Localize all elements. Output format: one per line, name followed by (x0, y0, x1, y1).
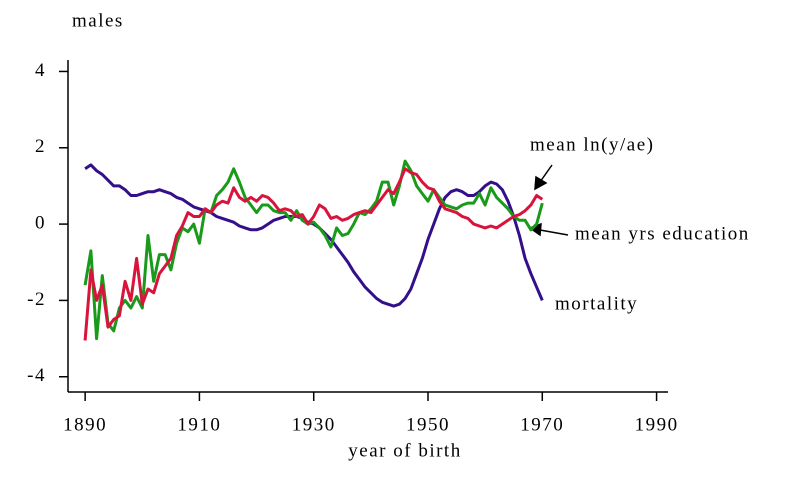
series-line (83, 159, 544, 341)
y-tick-label: 4 (35, 60, 46, 81)
series-label: mortality (555, 293, 638, 314)
x-tick-label: 1950 (406, 414, 450, 435)
x-tick-label: 1990 (635, 414, 679, 435)
series-line (84, 163, 544, 308)
x-tick-label: 1890 (63, 414, 107, 435)
x-axis-label: year of birth (348, 440, 461, 461)
x-tick-label: 1970 (520, 414, 564, 435)
series-label: mean yrs education (575, 223, 750, 244)
y-axis-label: males (72, 10, 124, 31)
series-line (83, 167, 544, 341)
series-label: mean ln(y/ae) (530, 134, 654, 155)
arrows (528, 164, 569, 237)
y-tick-label: -4 (27, 365, 46, 386)
y-tick-label: -2 (27, 289, 46, 310)
y-tick-label: 0 (35, 212, 46, 233)
x-tick-label: 1930 (292, 414, 336, 435)
y-tick-label: 2 (35, 136, 46, 157)
x-tick-label: 1910 (177, 414, 221, 435)
